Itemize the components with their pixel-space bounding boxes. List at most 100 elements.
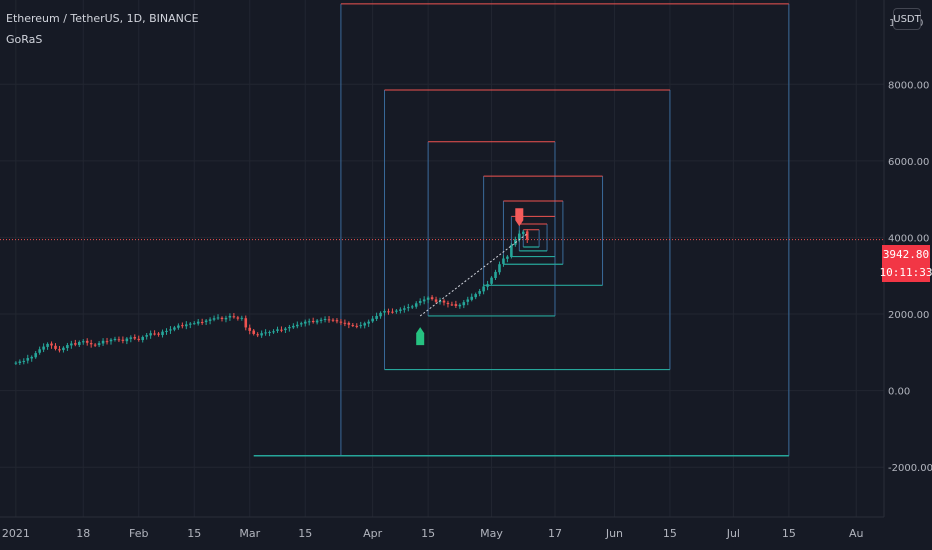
candle-body [236, 317, 240, 319]
candle-body [288, 327, 291, 329]
candle-body [450, 304, 454, 306]
candle-body [525, 231, 529, 240]
candle-body [204, 320, 208, 323]
candle-body [307, 321, 311, 323]
candle-body [383, 310, 386, 313]
candle-body [181, 325, 184, 327]
candle-body [371, 318, 374, 322]
candle-body [22, 360, 26, 362]
candle-body [165, 330, 168, 332]
candle-body [42, 346, 45, 350]
candle-body [169, 329, 172, 331]
candle-body [105, 341, 109, 343]
candle-body [387, 311, 390, 313]
candle-body [240, 317, 244, 319]
candle-body [46, 343, 49, 347]
candle-body [430, 297, 434, 300]
candle-body [407, 307, 410, 309]
candle-body [434, 299, 438, 302]
candle-body [38, 349, 41, 353]
currency-button[interactable]: USDT [893, 8, 921, 30]
candle-body [343, 322, 347, 324]
candle-body [311, 320, 315, 323]
candle-body [272, 331, 275, 333]
candle-body [145, 335, 148, 337]
candle-body [117, 339, 121, 341]
candle-body [185, 324, 188, 327]
time-axis[interactable]: 2021 18 Feb 15 Mar 15 Apr 15 May 17 Jun 15 Jul 15 Au [2, 527, 864, 540]
candle-body [161, 331, 164, 336]
candle-body [510, 245, 513, 257]
candle-body [129, 337, 133, 339]
candle-body [26, 358, 30, 361]
candle-body [391, 311, 394, 313]
x-tick-label: Feb [129, 527, 148, 540]
candle-body [93, 344, 97, 346]
candle-body [375, 315, 378, 319]
candle-body [81, 341, 85, 343]
candle-body [228, 315, 232, 318]
y-tick-label: -2000.00 [888, 463, 932, 474]
candle-body [280, 329, 283, 331]
x-tick-label: 18 [76, 527, 90, 540]
candle-body [414, 303, 418, 307]
trend-line [419, 233, 528, 317]
candle-body [212, 318, 216, 320]
candle-body [518, 233, 521, 240]
candle-body [149, 333, 152, 336]
candle-body [70, 343, 73, 346]
candle-body [153, 333, 156, 335]
candle-body [478, 291, 481, 294]
candle-body [403, 308, 406, 310]
candle-body [30, 356, 34, 359]
candle-body [438, 301, 442, 303]
price-axis[interactable]: 8000.00 6000.00 4000.00 2000.00 0.00 -2000.00 [888, 80, 932, 474]
last-price-label: 3942.80 [882, 245, 930, 264]
candle-body [216, 317, 220, 319]
candle-body [470, 296, 474, 300]
candle-body [256, 334, 259, 336]
y-tick-label: 4000.00 [888, 233, 929, 244]
candle-body [458, 304, 462, 307]
candle-body [323, 319, 327, 321]
countdown-label: 10:11:33 [880, 263, 932, 282]
candle-body [77, 341, 81, 346]
candle-body [303, 321, 307, 324]
top-price-label: 1 [889, 18, 895, 29]
candle-body [54, 345, 57, 349]
candle-body [514, 239, 517, 245]
x-tick-label: Apr [363, 527, 383, 540]
x-tick-label: Jul [726, 527, 740, 540]
candle-body [347, 322, 351, 325]
candle-body [418, 301, 422, 303]
candle-body [284, 328, 287, 331]
x-tick-label: May [480, 527, 503, 540]
x-tick-label: 15 [782, 527, 796, 540]
candle-body [299, 323, 303, 325]
y-tick-label: 6000.00 [888, 157, 929, 168]
candle-body [177, 325, 180, 328]
candle-body [125, 338, 129, 342]
indicator-label[interactable]: GoRaS [6, 33, 43, 46]
x-tick-label: 15 [421, 527, 435, 540]
candle-body [395, 310, 398, 312]
candle-body [521, 231, 525, 234]
candle-body [157, 333, 160, 335]
candle-body [482, 286, 485, 292]
y-tick-label: 2000.00 [888, 310, 929, 321]
candle-body [446, 302, 450, 305]
candle-body [442, 300, 446, 303]
candle-body [192, 323, 196, 325]
candle-body [34, 353, 37, 358]
x-tick-label: 15 [663, 527, 677, 540]
candle-body [58, 349, 61, 351]
sell-signal-marker [515, 208, 524, 227]
candle-body [268, 332, 271, 334]
candle-body [173, 327, 176, 330]
candle-body [367, 321, 370, 324]
candle-body [506, 256, 509, 259]
candle-body [248, 327, 252, 331]
candle-body [494, 271, 497, 278]
candle-body [454, 304, 458, 306]
